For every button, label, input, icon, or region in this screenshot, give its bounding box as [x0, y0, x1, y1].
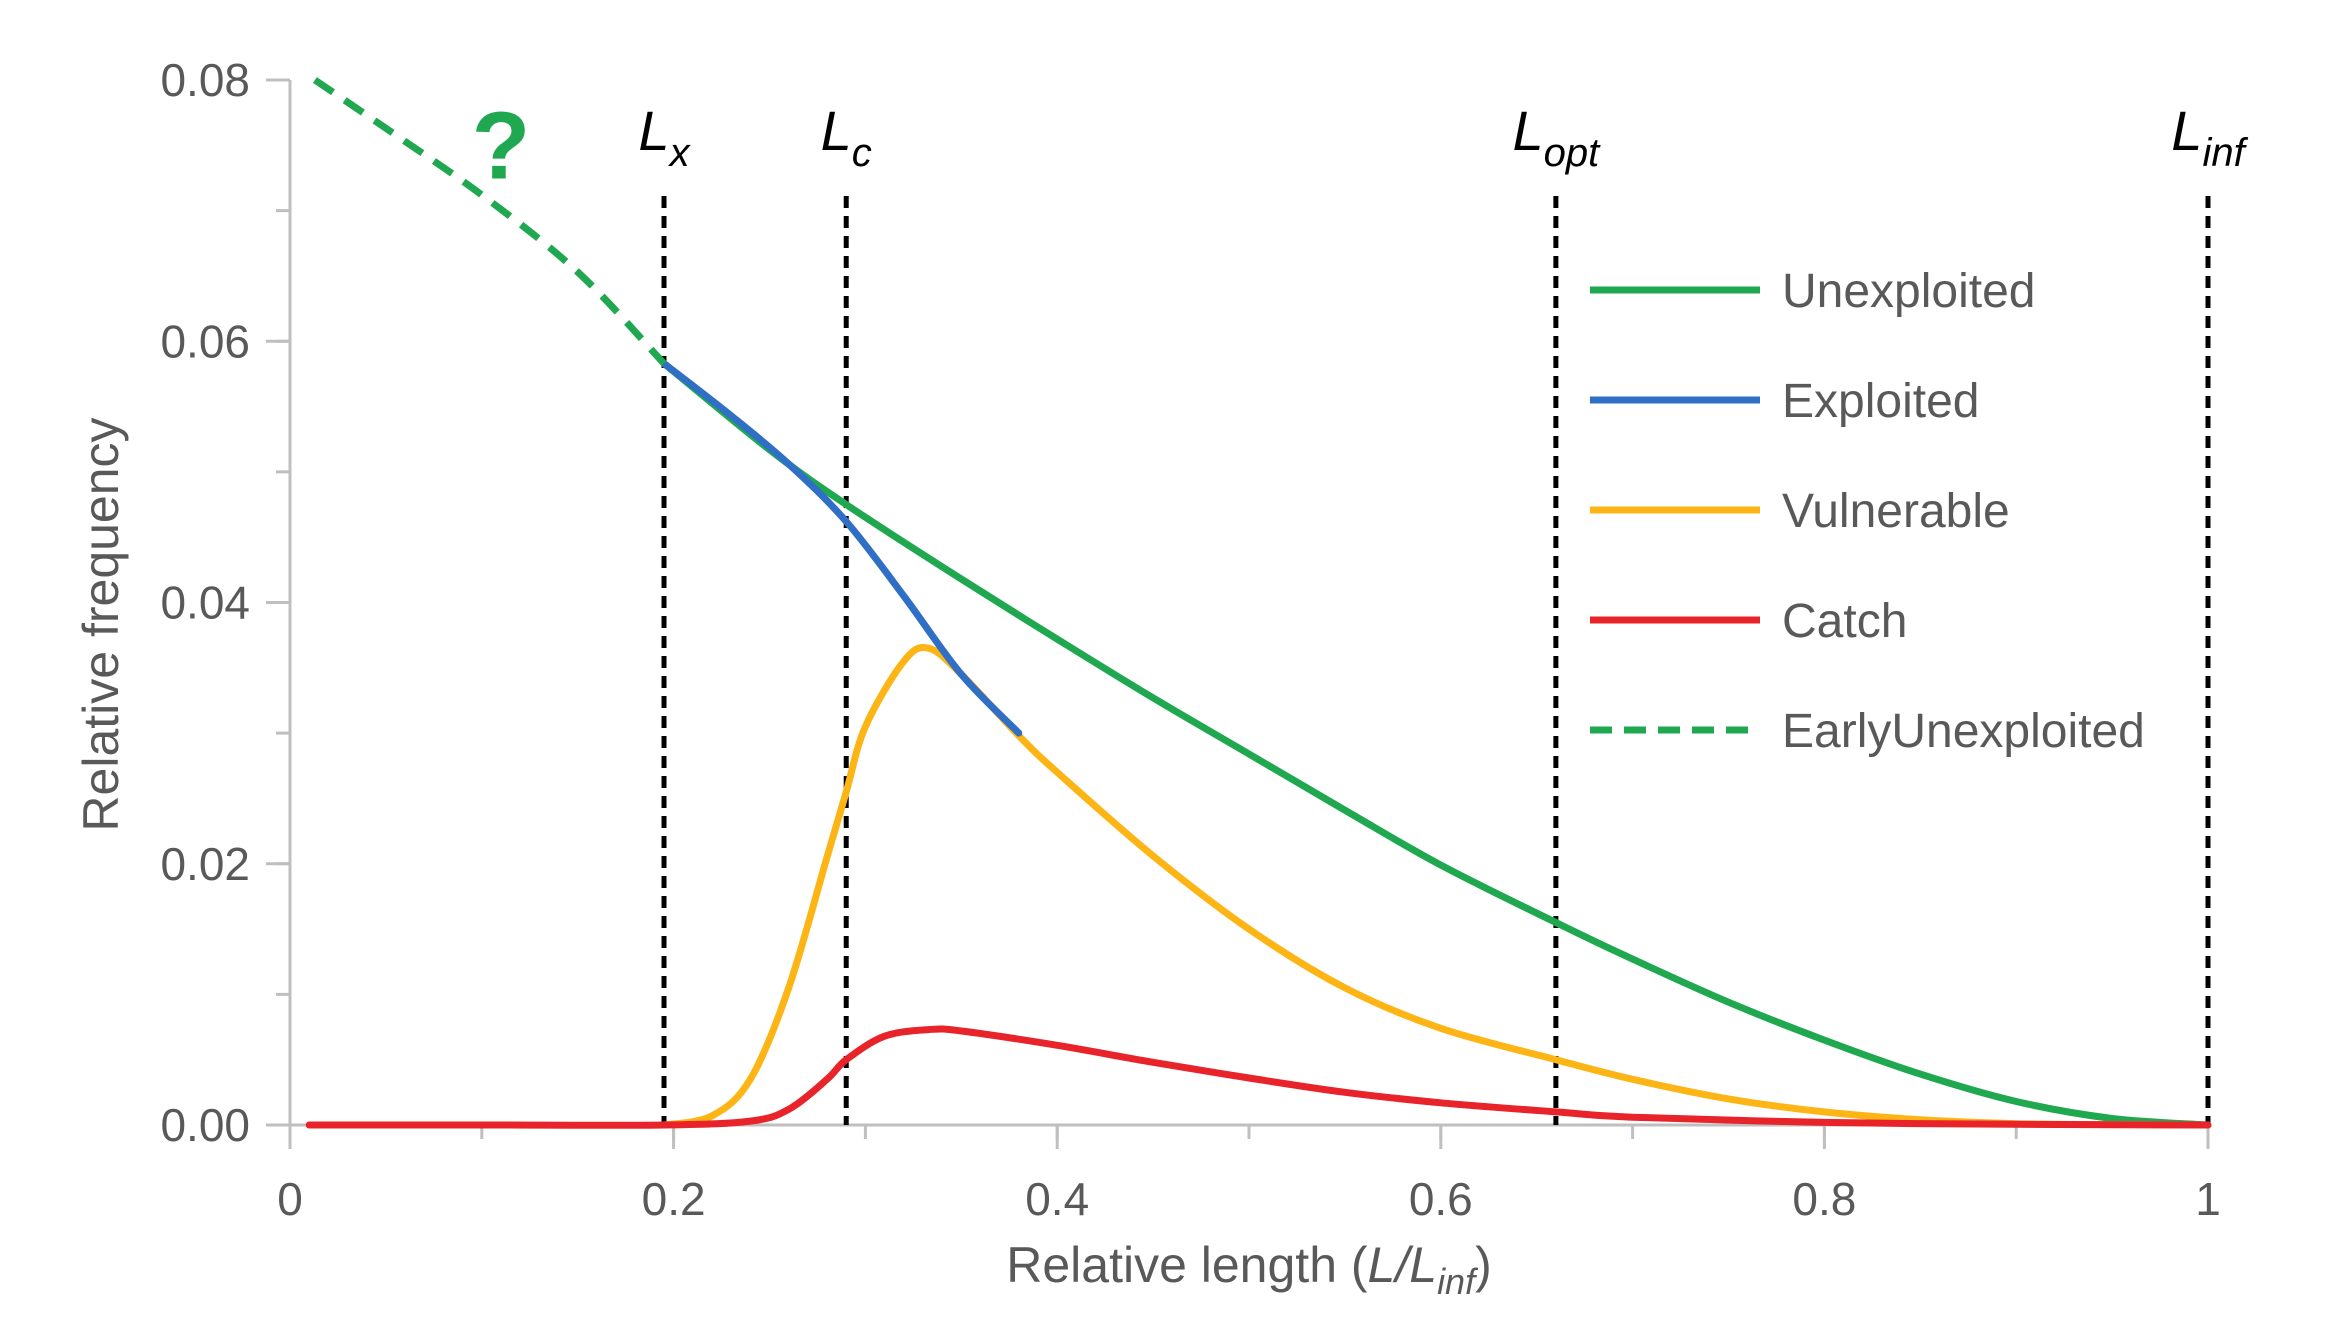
y-tick-label: 0.02 [160, 838, 250, 890]
reference-label-Lopt: Lopt [1512, 99, 1601, 175]
x-tick-label: 0.4 [1025, 1173, 1089, 1225]
axes: 0 0.2 0.4 0.6 0.8 1 0.00 0.02 0.04 0.06 0.08 Relati… [73, 54, 2221, 1302]
reference-lines: Lx Lc Lopt Linf [638, 99, 2249, 1125]
series-line-exploited [660, 360, 1023, 737]
legend-label-exploited: Exploited [1782, 375, 1979, 428]
y-tick-label: 0.06 [160, 315, 250, 367]
series-line-catch [305, 1025, 2212, 1129]
question-mark-annotation: ? [472, 92, 531, 199]
series-line-unexploited [660, 360, 2212, 1129]
y-axis-title: Relative frequency [73, 417, 129, 831]
x-tick-label: 0.2 [642, 1173, 706, 1225]
y-tick-label: 0.04 [160, 577, 250, 629]
legend-label-earlyunexploited: EarlyUnexploited [1782, 705, 2145, 758]
reference-label-Lx: Lx [638, 99, 691, 175]
x-tick-label: 0.6 [1409, 1173, 1473, 1225]
series-line-earlyunexploited [312, 77, 667, 366]
legend-label-vulnerable: Vulnerable [1782, 485, 2010, 538]
reference-label-Linf: Linf [2171, 99, 2248, 175]
annotations: ? [472, 92, 531, 199]
y-tick-label: 0.08 [160, 54, 250, 106]
legend-label-unexploited: Unexploited [1782, 265, 2036, 318]
x-axis-title: Relative length (L/Linf) [1006, 1237, 1492, 1302]
series-line-vulnerable [660, 643, 2212, 1129]
x-tick-label: 1 [2195, 1173, 2221, 1225]
x-tick-label: 0.8 [1792, 1173, 1856, 1225]
y-tick-label: 0.00 [160, 1099, 250, 1151]
reference-label-Lc: Lc [821, 99, 872, 175]
legend-label-catch: Catch [1782, 595, 1907, 648]
x-tick-label: 0 [277, 1173, 303, 1225]
data-series [305, 77, 2212, 1129]
legend: Unexploited Exploited Vulnerable Catch Early… [1590, 265, 2145, 758]
